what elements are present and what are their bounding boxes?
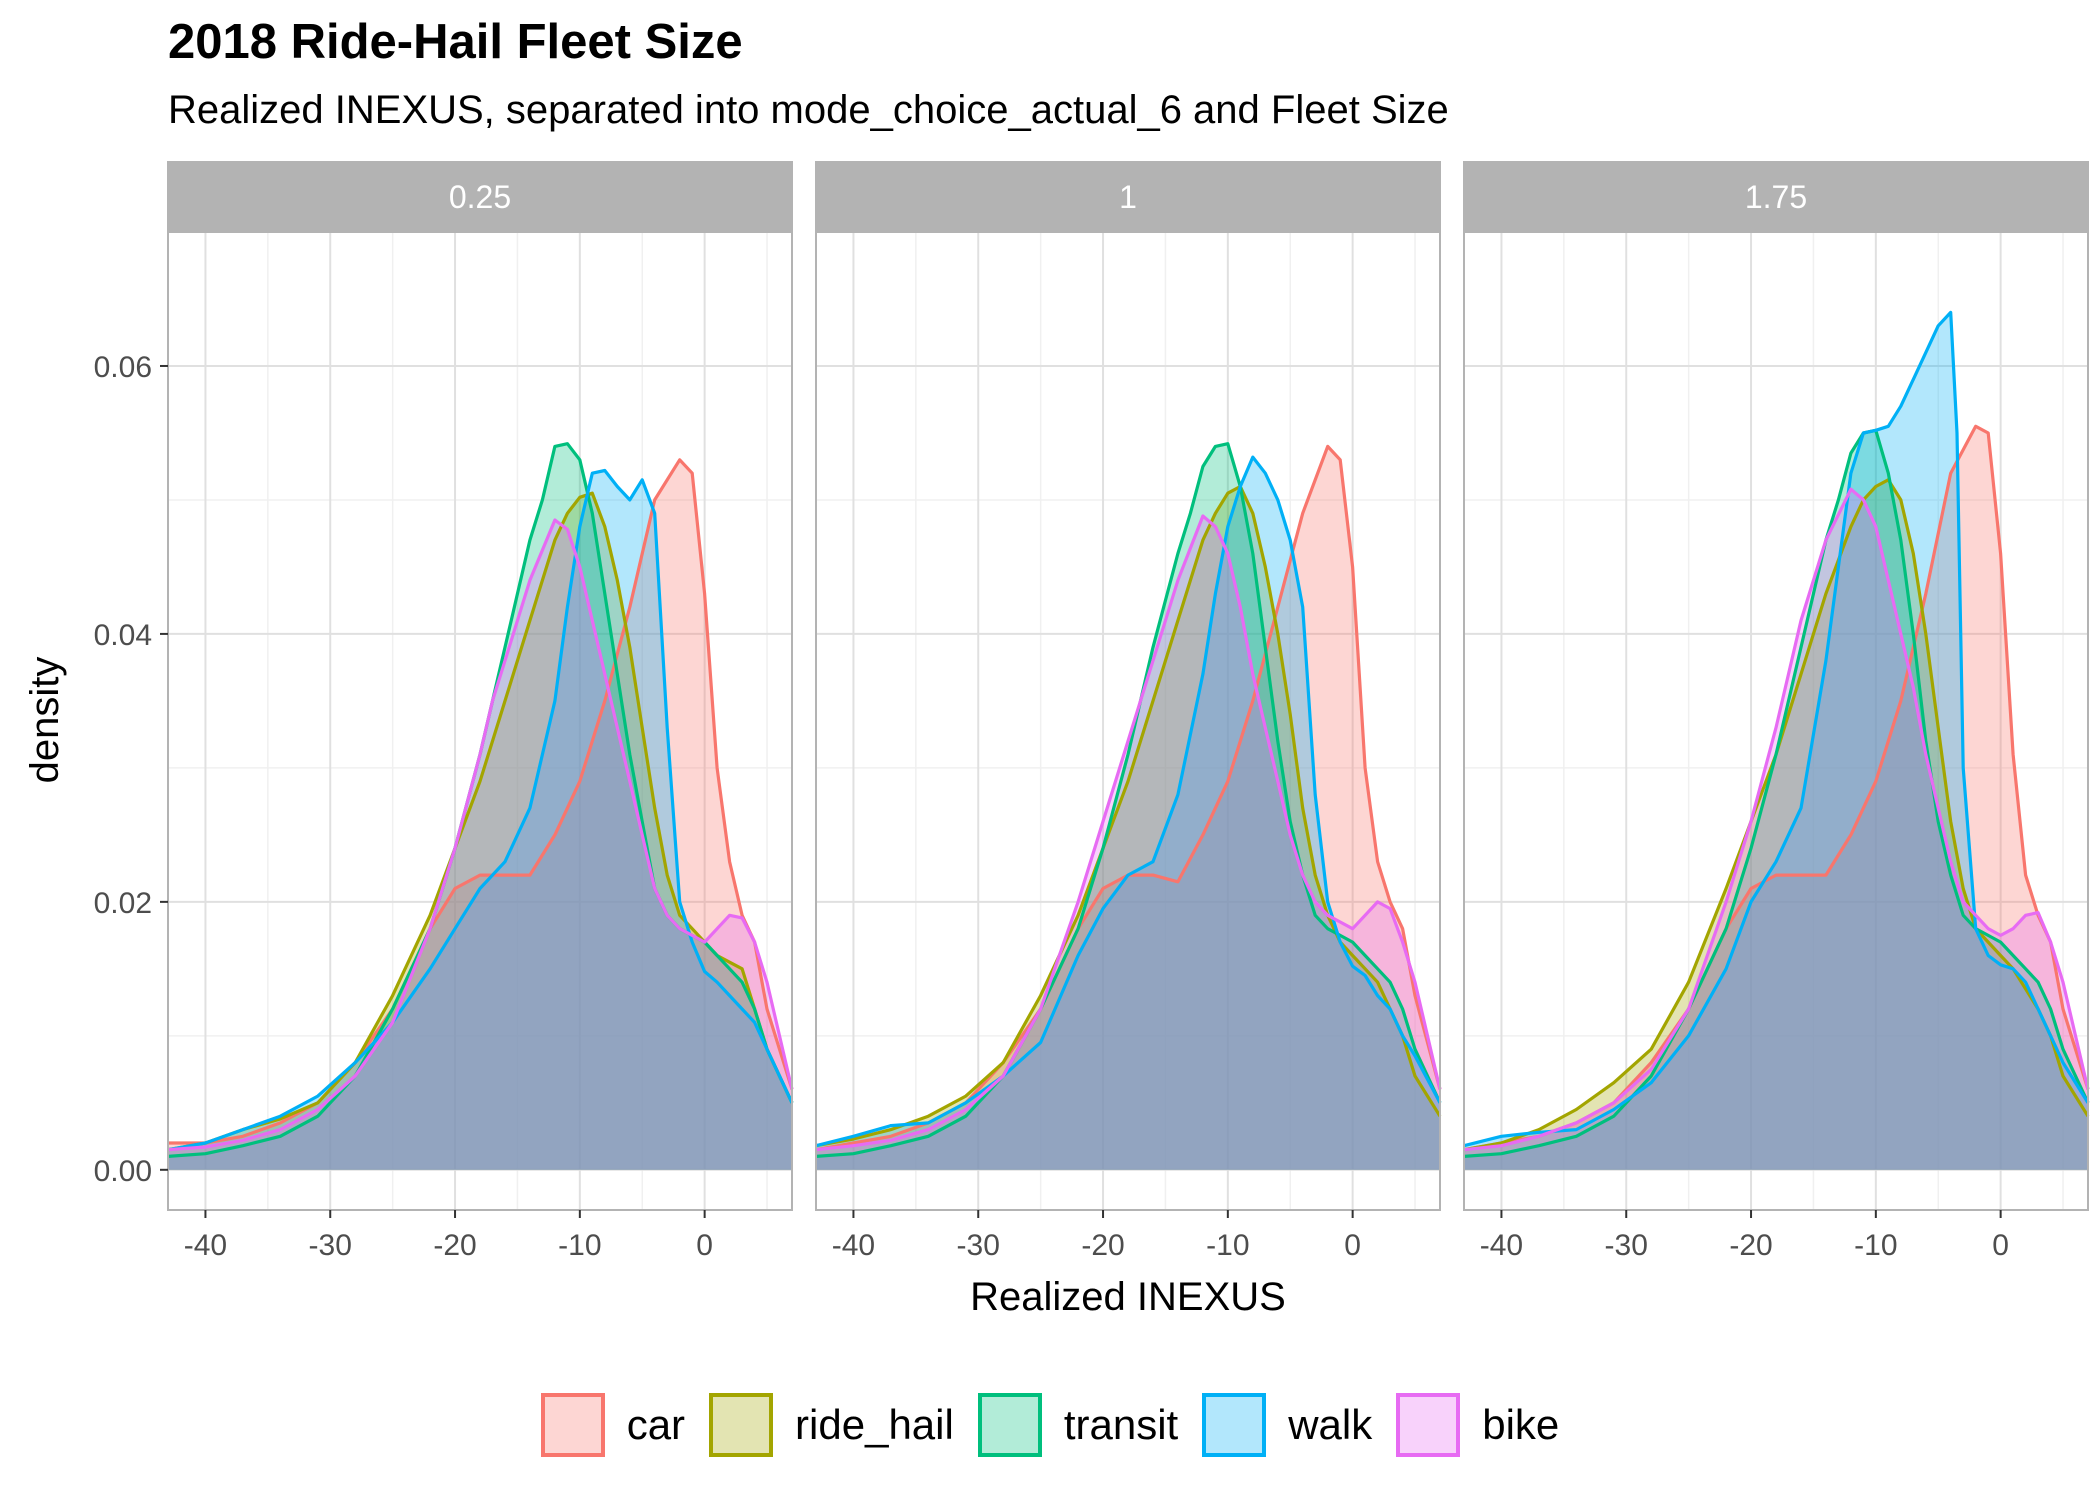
density-area-car [816,446,1440,1170]
density-line-bike [815,514,1442,1152]
legend-key-ride_hail [709,1393,774,1457]
x-tick-label: 0 [1344,1229,1361,1262]
legend-key-car [540,1393,605,1457]
y-axis-title: density [23,657,67,784]
panel-background [816,232,1440,1210]
density-area-walk [816,457,1440,1170]
x-tick-label: -10 [558,1229,601,1262]
x-tick-label: 0 [1992,1229,2009,1262]
x-tick-label: -20 [1729,1229,1772,1262]
x-tick-label: -10 [1854,1229,1897,1262]
density-area-walk [1464,312,2088,1170]
legend-key-walk [1202,1393,1267,1457]
legend-label: walk [1288,1401,1373,1448]
density-area-ride_hail [816,486,1440,1170]
x-tick-label: 0 [696,1229,713,1262]
density-line-bike [1463,487,2090,1152]
density-line-transit [1463,428,2090,1158]
density-area-transit [816,443,1440,1170]
chart-plot-area: 0.25 -40 -30 -20 -10 0 1 -40 -30 -20 -10 0 1.75 -40 -3… [23,161,2090,1319]
x-tick-label: -10 [1206,1229,1249,1262]
legend-item-ride_hail: ride_hail [709,1393,954,1457]
facet-strip-label: 1 [1119,179,1137,215]
y-tick-label: 0.00 [94,1155,152,1188]
x-tick-label: -30 [957,1229,1000,1262]
density-area-bike [168,520,792,1170]
density-area-bike [816,516,1440,1170]
facet-strip-label: 1.75 [1745,179,1807,215]
density-area-car [1464,426,2088,1170]
x-tick-label: -20 [1081,1229,1124,1262]
panel-background [168,232,792,1210]
density-area-bike [1464,489,2088,1170]
legend-label: car [626,1401,686,1448]
density-area-transit [168,443,792,1170]
density-area-car [168,459,792,1170]
x-tick-label: -40 [1480,1229,1523,1262]
density-area-walk [168,470,792,1170]
chart-title: 2018 Ride-Hail Fleet Size [168,15,743,69]
legend-item-walk: walk [1202,1393,1372,1457]
facet-strip [1463,161,2089,233]
y-tick-label: 0.06 [94,351,152,384]
x-tick-label: -20 [433,1229,476,1262]
x-axis-title: Realized INEXUS [970,1275,1286,1319]
chart-subtitle: Realized INEXUS, separated into mode_cho… [168,88,1449,132]
facet-strip [167,161,793,233]
legend-item-transit: transit [977,1393,1179,1457]
density-line-walk [1463,310,2090,1148]
density-area-ride_hail [168,493,792,1170]
x-tick-label: -30 [309,1229,352,1262]
legend: car ride_hail transit walk bike [0,1380,2100,1470]
facet-strip-label: 0.25 [449,179,511,215]
legend-key-bike [1396,1393,1461,1457]
facet-strip [815,161,1441,233]
legend-label: ride_hail [795,1401,954,1448]
y-tick-label: 0.02 [94,887,152,920]
density-line-walk [167,468,794,1152]
legend-key-transit [977,1393,1042,1457]
density-line-bike [167,518,794,1152]
legend-item-car: car [540,1393,686,1457]
legend-label: bike [1482,1401,1560,1448]
y-tick-label: 0.04 [94,619,152,652]
legend-label: transit [1063,1401,1179,1448]
x-tick-label: -40 [184,1229,227,1262]
x-tick-label: -30 [1605,1229,1648,1262]
density-area-transit [1464,430,2088,1170]
density-line-car [815,444,1442,1152]
density-area-ride_hail [1464,479,2088,1170]
x-tick-label: -40 [832,1229,875,1262]
legend-item-bike: bike [1396,1393,1559,1457]
